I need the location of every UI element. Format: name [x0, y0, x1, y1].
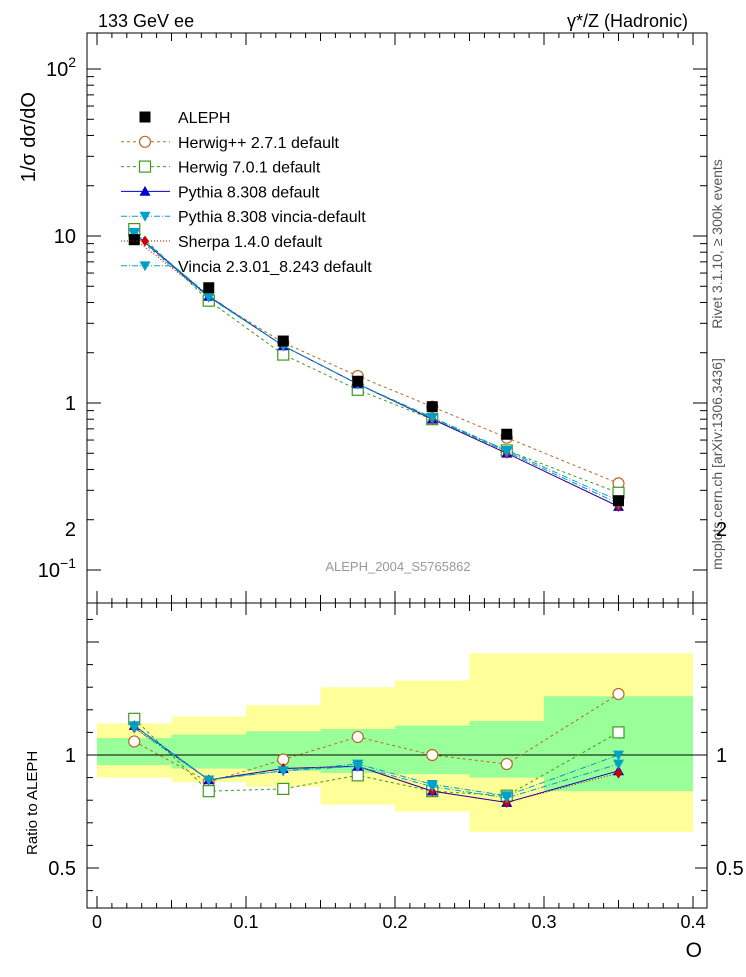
series-5-ratio-point — [501, 793, 513, 804]
legend-label-3: Pythia 8.308 vincia-default — [178, 209, 366, 226]
legend-entry-2: Pythia 8.308 default — [121, 184, 320, 201]
legend-label-5: Vincia 2.3.01_8.243 default — [178, 259, 372, 276]
y-tick-label: 102 — [46, 54, 76, 81]
legend: ALEPH Herwig++ 2.7.1 default Herwig 7.0.1 … — [121, 110, 372, 276]
legend-marker-1 — [138, 160, 152, 173]
series-0-ratio-point — [612, 687, 625, 701]
ratio-tick-label-right: 0.5 — [716, 858, 744, 880]
energy-label: 133 GeV ee — [98, 11, 194, 31]
ratio-y-axis-label: Ratio to ALEPH — [24, 751, 41, 855]
series-5-ratio-point — [277, 766, 289, 777]
x-tick-label: 0.1 — [233, 912, 258, 932]
rivet-label: Rivet 3.1.10, ≥ 300k events — [709, 159, 725, 329]
ratio-band-stat — [171, 734, 246, 769]
y-tick-label: 10−1 — [38, 555, 76, 582]
aleph-point — [203, 282, 215, 294]
y-tick-label: 10 — [54, 226, 76, 248]
series-5-ratio-point — [128, 723, 140, 734]
legend-entry-3: Pythia 8.308 vincia-default — [121, 209, 366, 226]
analysis-label: ALEPH_2004_S5765862 — [325, 559, 470, 574]
legend-marker-4 — [141, 235, 149, 247]
mcplots-label: mcplots.cern.ch [arXiv:1306.3436] — [709, 358, 725, 570]
legend-marker-2 — [139, 185, 151, 196]
aleph-point — [277, 335, 289, 347]
series-0-ratio-point — [426, 748, 439, 762]
legend-entry-0: Herwig++ 2.7.1 default — [121, 135, 340, 152]
legend-marker-5 — [139, 261, 151, 272]
series-5-ratio-point — [426, 782, 438, 793]
legend-label-2: Pythia 8.308 default — [178, 184, 320, 201]
aleph-point — [352, 375, 364, 387]
legend-entry-1: Herwig 7.0.1 default — [121, 160, 321, 177]
series-5-ratio-point — [613, 759, 624, 770]
x-tick-label: 0 — [92, 912, 102, 932]
series-layer — [128, 222, 625, 808]
aleph-point — [426, 401, 438, 413]
aleph-point — [613, 495, 624, 507]
legend-label-0: Herwig++ 2.7.1 default — [178, 135, 340, 152]
legend-marker-0 — [138, 135, 152, 148]
series-5-ratio-point — [352, 761, 364, 772]
x-axis-label: O — [686, 939, 702, 962]
series-0-ratio-point — [500, 757, 513, 771]
legend-marker-aleph — [139, 111, 151, 123]
aleph-point — [128, 234, 140, 246]
aleph-point — [501, 428, 513, 440]
series-5-ratio-point — [203, 775, 215, 786]
ratio-uncertainty-bands — [97, 653, 693, 832]
series-5-point — [501, 447, 513, 458]
legend-label-4: Sherpa 1.4.0 default — [178, 234, 323, 251]
y-tick-label: 1 — [65, 393, 76, 415]
legend-entry-aleph: ALEPH — [139, 110, 230, 127]
legend-label-1: Herwig 7.0.1 default — [178, 160, 321, 177]
x-tick-label: 0.4 — [680, 912, 705, 932]
legend-marker-3 — [139, 211, 151, 222]
ratio-tick-label-left: 1 — [65, 745, 76, 767]
y-axis-label: 1/σ dσ/dO — [18, 92, 40, 182]
process-label: γ*/Z (Hadronic) — [567, 11, 688, 31]
series-5-point — [426, 413, 438, 424]
ratio-tick-label-right: 2 — [716, 519, 727, 541]
legend-label-aleph: ALEPH — [178, 110, 230, 127]
ratio-tick-label-right: 1 — [716, 745, 727, 767]
series-3-ratio-point — [613, 750, 624, 761]
legend-entry-5: Vincia 2.3.01_8.243 default — [121, 259, 372, 276]
series-4-ratio-point — [614, 767, 623, 779]
series-1-ratio-point — [612, 726, 625, 739]
ratio-tick-label-left: 0.5 — [48, 858, 76, 880]
x-tick-label: 0.3 — [531, 912, 556, 932]
series-1-ratio-point — [202, 785, 215, 798]
legend-entry-4: Sherpa 1.4.0 default — [121, 234, 323, 251]
x-tick-label: 0.2 — [382, 912, 407, 932]
series-5-point — [203, 292, 215, 303]
series-0-ratio-point — [128, 735, 141, 748]
ratio-tick-label-left: 2 — [65, 519, 76, 541]
axes: 0 0.1 0.2 0.3 0.4 10−1 1 10 102 0.5 0.5 1 1 2 2 — [38, 33, 744, 932]
series-0-ratio-point — [351, 730, 364, 744]
series-1-ratio-point — [277, 782, 290, 796]
